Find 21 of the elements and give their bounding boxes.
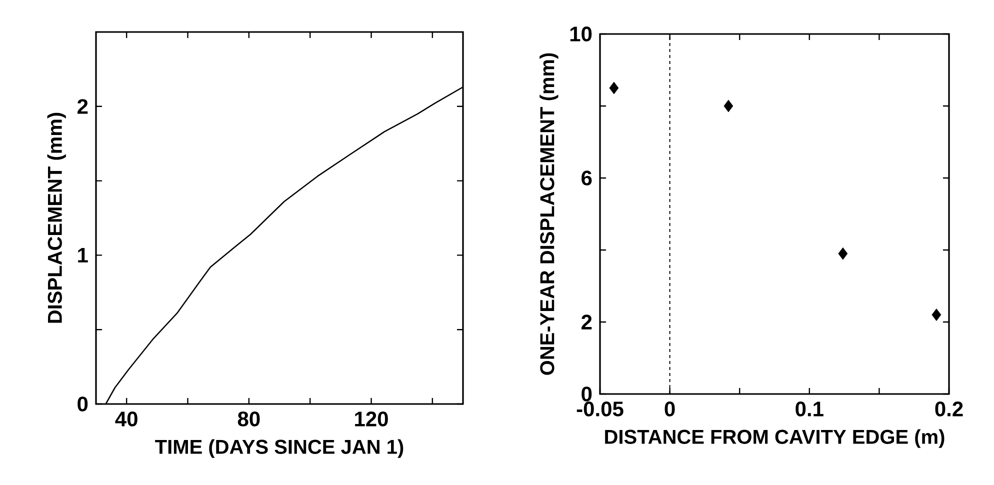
- y-axis-title: DISPLACEMENT (mm): [47, 112, 66, 323]
- point: [932, 308, 942, 321]
- x-tick-label: 120: [355, 412, 388, 426]
- x-tick-label: 0.2: [935, 402, 963, 416]
- point: [609, 82, 619, 94]
- x-tick-label: 0.1: [796, 402, 824, 416]
- y-tick-label: 2: [582, 314, 592, 330]
- y-tick-label: 2: [78, 99, 88, 114]
- y-tick-label: 6: [582, 170, 592, 186]
- x-axis-title: DISTANCE FROM CAVITY EDGE (m): [605, 429, 944, 448]
- x-tick-label: 80: [238, 412, 260, 426]
- point: [724, 100, 734, 112]
- x-tick-label: -0.05: [576, 402, 624, 416]
- x-axis-title: TIME (DAYS SINCE JAN 1): [155, 439, 404, 458]
- y-tick-label: 0: [582, 386, 592, 402]
- y-tick-label: 1: [78, 248, 88, 262]
- y-tick-label: 10: [570, 26, 592, 42]
- y-axis-title: ONE-YEAR DISPLACEMENT (mm): [540, 53, 558, 375]
- x-tick-label: 0: [664, 402, 675, 416]
- point: [838, 247, 848, 260]
- x-tick-label: 40: [115, 412, 138, 426]
